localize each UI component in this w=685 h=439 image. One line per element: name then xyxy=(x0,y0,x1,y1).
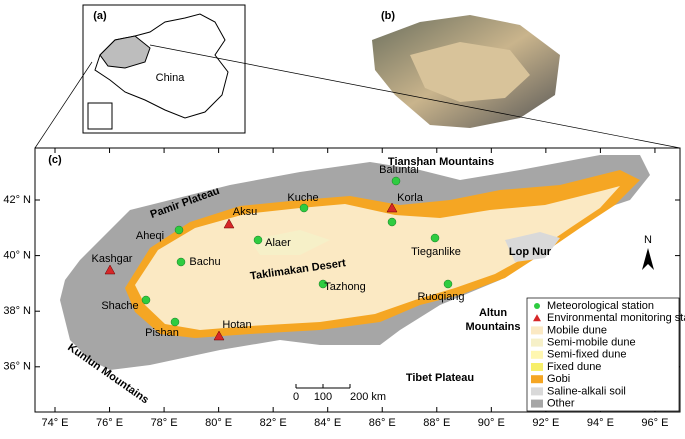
legend-label: Mobile dune xyxy=(547,324,607,336)
legend-label: Gobi xyxy=(547,373,570,385)
legend-label: Semi-mobile dune xyxy=(547,337,636,349)
station-label: Baluntai xyxy=(379,164,419,176)
meteorological-station xyxy=(141,295,151,305)
station-label: Korla xyxy=(397,192,424,204)
legend-swatch xyxy=(531,326,543,335)
station-label: Alaer xyxy=(265,237,291,249)
panel-label: (a) xyxy=(93,10,107,22)
scale-label: 200 km xyxy=(350,391,386,403)
legend-label: Saline-alkali soil xyxy=(547,385,626,397)
lon-tick-label: 76° E xyxy=(96,417,123,429)
legend-label: Fixed dune xyxy=(547,361,601,373)
station-label: Pishan xyxy=(145,327,179,339)
connector xyxy=(34,61,93,149)
lon-tick-label: 78° E xyxy=(151,417,178,429)
panel-label: (b) xyxy=(381,10,395,22)
legend-label: Environmental monitoring station xyxy=(547,312,685,324)
monitoring-station xyxy=(104,264,116,275)
meteorological-station xyxy=(299,203,309,213)
lat-tick-label: 40° N xyxy=(3,250,31,262)
country-label: China xyxy=(156,72,186,84)
station-label: Shache xyxy=(101,300,138,312)
lon-tick-label: 90° E xyxy=(478,417,505,429)
legend-marker xyxy=(534,303,540,309)
lat-tick-label: 38° N xyxy=(3,305,31,317)
meteorological-station xyxy=(174,225,184,235)
north-arrow xyxy=(642,248,654,270)
lon-tick-label: 84° E xyxy=(314,417,341,429)
meteorological-station xyxy=(391,176,401,186)
legend-swatch xyxy=(531,350,543,359)
meteorological-station xyxy=(318,279,328,289)
meteorological-station xyxy=(176,257,186,267)
scale-label: 100 xyxy=(314,391,332,403)
region-label: Altun xyxy=(479,307,507,319)
monitoring-station xyxy=(213,330,225,341)
meteorological-station xyxy=(430,233,440,243)
legend-swatch xyxy=(531,387,543,396)
legend-swatch xyxy=(531,338,543,347)
scale-label: 0 xyxy=(293,391,299,403)
xinjiang xyxy=(99,35,151,69)
station-label: Aksu xyxy=(233,206,257,218)
station-label: Bachu xyxy=(189,256,220,268)
semi-mobile-area xyxy=(250,230,330,255)
legend-swatch xyxy=(531,375,543,384)
region-label: Mountains xyxy=(466,321,521,333)
monitoring-station xyxy=(223,218,235,229)
mobile-dune-area xyxy=(135,186,620,330)
desert-3d xyxy=(410,42,530,102)
station-label: Kashgar xyxy=(92,253,133,265)
region-label: Tibet Plateau xyxy=(406,372,474,384)
legend-marker xyxy=(533,314,541,322)
lon-tick-label: 86° E xyxy=(369,417,396,429)
lon-tick-label: 92° E xyxy=(532,417,559,429)
station-label: Tieganlike xyxy=(411,246,461,258)
monitoring-station xyxy=(386,202,398,213)
legend-swatch xyxy=(531,399,543,408)
station-label: Tazhong xyxy=(324,281,366,293)
station-label: Aheqi xyxy=(136,230,164,242)
meteorological-station xyxy=(443,279,453,289)
lon-tick-label: 74° E xyxy=(41,417,68,429)
north-label: N xyxy=(644,234,652,246)
meteorological-station xyxy=(253,235,263,245)
saline-area xyxy=(505,232,560,262)
station-label: Hotan xyxy=(222,319,251,331)
legend-label: Semi-fixed dune xyxy=(547,349,627,361)
legend-label: Other xyxy=(547,398,575,410)
meteorological-station xyxy=(170,317,180,327)
meteorological-station xyxy=(387,217,397,227)
connector xyxy=(149,44,681,149)
lon-tick-label: 88° E xyxy=(423,417,450,429)
lon-tick-label: 80° E xyxy=(205,417,232,429)
station-label: Ruoqiang xyxy=(417,291,464,303)
lat-tick-label: 42° N xyxy=(3,194,31,206)
lon-tick-label: 94° E xyxy=(587,417,614,429)
region-label: Tianshan Mountains xyxy=(388,156,494,168)
lat-tick-label: 36° N xyxy=(3,361,31,373)
panel-label: (c) xyxy=(48,154,62,166)
legend-box xyxy=(526,297,680,412)
region-label: Lop Nur xyxy=(509,246,552,258)
inset-box xyxy=(87,102,113,130)
station-label: Kuche xyxy=(287,192,318,204)
lon-tick-label: 82° E xyxy=(260,417,287,429)
lon-tick-label: 96° E xyxy=(641,417,668,429)
legend-swatch xyxy=(531,363,543,371)
legend-label: Meteorological station xyxy=(547,300,654,312)
